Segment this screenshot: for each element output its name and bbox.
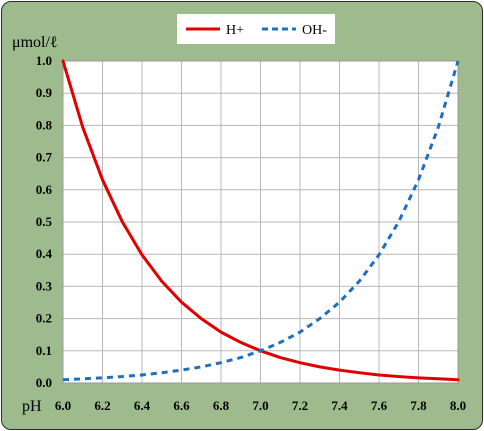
- x-tick-label: 6.4: [134, 398, 151, 413]
- y-axis-label: μmol/ℓ: [12, 34, 58, 51]
- x-tick-labels: 6.0 6.2 6.4 6.6 6.8 7.0 7.2 7.4 7.6 7.8 8.0: [55, 398, 466, 413]
- x-tick-label: 7.0: [252, 398, 268, 413]
- x-tick-label: 6.0: [55, 398, 71, 413]
- y-tick-label: 0.8: [36, 117, 53, 132]
- x-axis-label: pH: [22, 398, 42, 415]
- x-tick-label: 6.6: [173, 398, 190, 413]
- series-line-oh-minus: [62, 60, 460, 382]
- x-tick-label: 7.4: [331, 398, 348, 413]
- y-tick-label: 0.7: [36, 150, 53, 165]
- y-tick-label: 0.5: [36, 214, 53, 229]
- y-tick-label: 1.0: [36, 53, 52, 68]
- legend: H+ OH-: [177, 14, 335, 44]
- y-tick-label: 0.2: [36, 311, 52, 326]
- x-tick-label: 8.0: [450, 398, 466, 413]
- y-tick-label: 0.3: [36, 278, 53, 293]
- plot-border: [62, 60, 459, 384]
- x-tick-label: 6.8: [213, 398, 230, 413]
- legend-label-oh-minus: OH-: [302, 23, 327, 38]
- x-tick-label: 7.2: [292, 398, 308, 413]
- legend-label-h-plus: H+: [226, 23, 244, 38]
- y-tick-label: 0.4: [36, 246, 53, 261]
- y-tick-label: 0.9: [36, 85, 53, 100]
- gridlines: [62, 60, 459, 384]
- x-tick-label: 7.6: [371, 398, 388, 413]
- y-tick-label: 0.6: [36, 182, 53, 197]
- x-tick-label: 7.8: [410, 398, 427, 413]
- x-tick-label: 6.2: [94, 398, 110, 413]
- series-lines: [61, 59, 460, 382]
- y-tick-label: 0.0: [36, 375, 52, 390]
- y-tick-label: 0.1: [36, 343, 52, 358]
- y-tick-labels: 0.0 0.1 0.2 0.3 0.4 0.5 0.6 0.7 0.8 0.9 1.0: [36, 53, 53, 390]
